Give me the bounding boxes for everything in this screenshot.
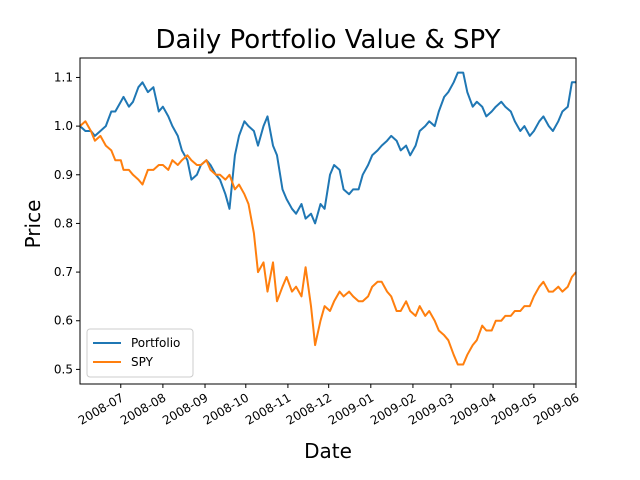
y-tick-label: 0.9	[54, 168, 73, 182]
legend-box	[86, 328, 194, 378]
y-tick-label: 0.8	[54, 216, 73, 230]
y-tick-label: 0.6	[54, 314, 73, 328]
x-axis-label: Date	[304, 439, 352, 463]
y-tick-label: 1.0	[54, 119, 73, 133]
y-tick-label: 0.5	[54, 362, 73, 376]
legend-label-portfolio: Portfolio	[131, 336, 180, 350]
legend-label-spy: SPY	[131, 355, 154, 369]
y-axis-label: Price	[21, 200, 45, 249]
series-line-portfolio	[79, 71, 576, 225]
series-line-spy	[79, 120, 577, 366]
y-tick-label: 1.1	[54, 70, 73, 84]
chart-title: Daily Portfolio Value & SPY	[156, 25, 501, 55]
series-layer	[79, 71, 577, 366]
y-tick-label: 0.7	[54, 265, 73, 279]
y-axis-ticks: 0.5 0.6 0.7 0.8 0.9 1.0 1.1	[54, 70, 80, 376]
plot-frame	[79, 57, 577, 385]
legend: Portfolio SPY	[86, 328, 194, 378]
